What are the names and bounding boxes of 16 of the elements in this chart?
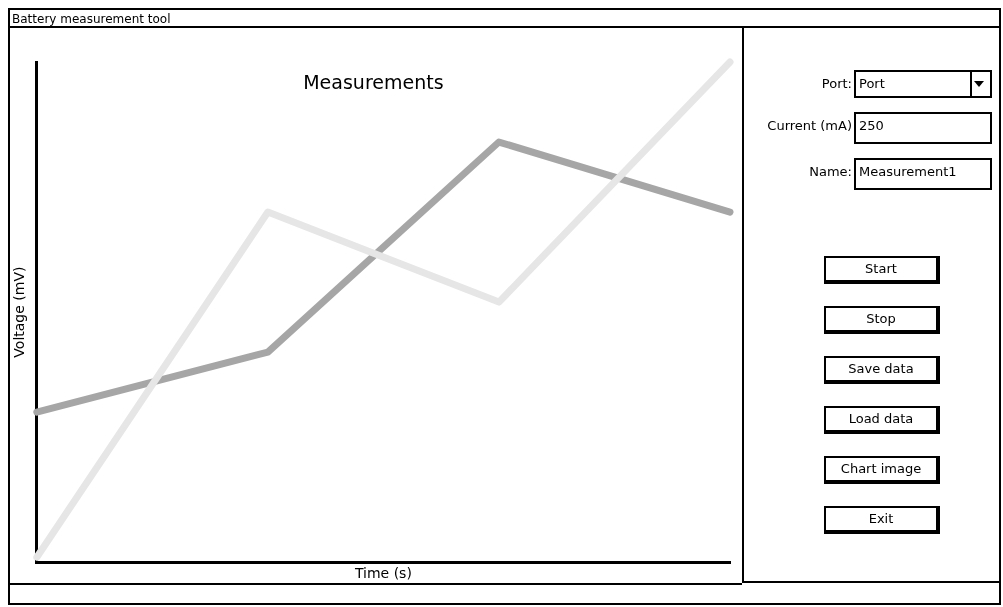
text: Port: xyxy=(821,76,852,91)
text: Name: xyxy=(809,164,852,179)
button: Exit xyxy=(824,506,940,534)
text-field: Measurement1 xyxy=(854,158,992,190)
button: Save data xyxy=(824,356,940,384)
button: Stop xyxy=(824,306,940,334)
y-axis-title: Voltage (mV) xyxy=(11,266,28,358)
text-field: 250 xyxy=(854,112,992,144)
dropdown: Port xyxy=(854,70,972,98)
button: Start xyxy=(824,256,940,284)
x-axis-title: Time (s) xyxy=(353,565,412,582)
text: Measurements xyxy=(303,70,444,93)
text: Battery measurement tool xyxy=(10,10,999,28)
button: Load data xyxy=(824,406,940,434)
button: Chart image xyxy=(824,456,940,484)
text: Current (mA) xyxy=(767,118,852,133)
